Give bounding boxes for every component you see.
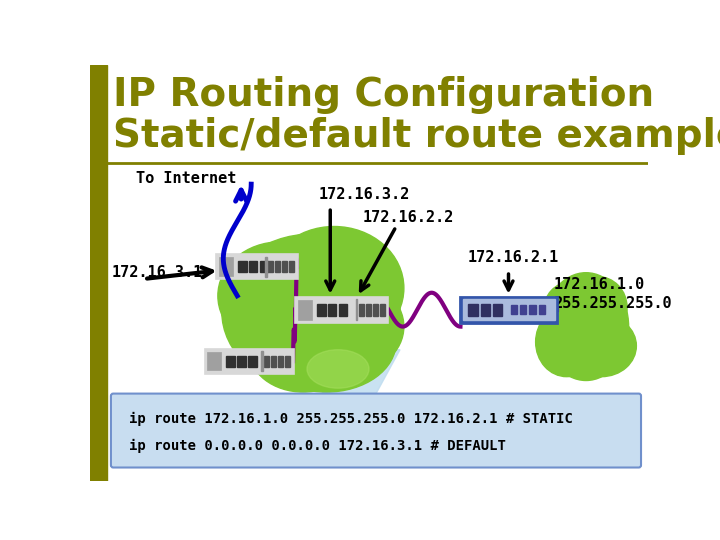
Polygon shape [300,350,400,442]
Ellipse shape [568,276,627,338]
FancyBboxPatch shape [111,394,641,468]
Bar [269,261,273,272]
Bar [226,356,235,367]
Bar [260,261,269,272]
Ellipse shape [264,226,404,350]
Bar [380,303,384,316]
Text: IP Routing Configuration: IP Routing Configuration [113,76,654,114]
Ellipse shape [222,234,400,388]
Bar [468,303,477,316]
Bar [463,299,555,320]
Text: ip route 0.0.0.0 0.0.0.0 172.16.3.1 # DEFAULT: ip route 0.0.0.0 0.0.0.0 172.16.3.1 # DE… [129,439,505,453]
Bar [264,356,269,367]
Text: 255.255.255.0: 255.255.255.0 [554,296,672,311]
Bar [373,303,377,316]
Ellipse shape [256,292,396,392]
Bar [297,300,312,320]
Text: 172.16.3.2: 172.16.3.2 [319,187,410,201]
Bar [510,305,517,314]
Bar [289,261,294,272]
Bar [204,349,294,374]
Bar [481,303,490,316]
Bar [238,261,246,272]
Bar [261,351,263,372]
Bar [317,303,325,316]
Ellipse shape [218,242,342,350]
Bar [265,256,266,276]
Bar [520,305,526,314]
Text: 172.16.3.1: 172.16.3.1 [112,265,203,280]
Bar [328,303,336,316]
Ellipse shape [249,307,357,392]
Ellipse shape [567,315,636,377]
Bar [529,305,536,314]
Text: 172.16.2.2: 172.16.2.2 [363,210,454,225]
Ellipse shape [536,307,598,377]
Text: ip route 172.16.1.0 255.255.255.0 172.16.2.1 # STATIC: ip route 172.16.1.0 255.255.255.0 172.16… [129,412,572,426]
Bar [279,356,283,367]
Bar [366,303,371,316]
Bar [282,261,287,272]
Bar [356,299,357,320]
Text: To Internet: To Internet [137,171,237,186]
Text: 172.16.1.0: 172.16.1.0 [554,276,644,292]
Bar [339,303,347,316]
Bar [271,356,276,367]
Ellipse shape [295,280,404,373]
Bar [461,296,557,323]
Bar [249,261,258,272]
Bar [359,303,364,316]
Bar [275,261,280,272]
Bar [238,356,246,367]
Bar [90,65,107,481]
Ellipse shape [544,273,629,381]
Ellipse shape [307,350,369,388]
Bar [285,356,290,367]
Ellipse shape [544,282,598,340]
Bar [207,352,221,370]
Text: Static/default route example: Static/default route example [113,117,720,155]
Ellipse shape [554,329,618,378]
Bar [295,296,388,323]
Bar [493,303,503,316]
Bar [539,305,545,314]
Text: 172.16.2.1: 172.16.2.1 [467,250,559,265]
Bar [216,254,297,279]
Bar [219,257,233,276]
Bar [248,356,256,367]
